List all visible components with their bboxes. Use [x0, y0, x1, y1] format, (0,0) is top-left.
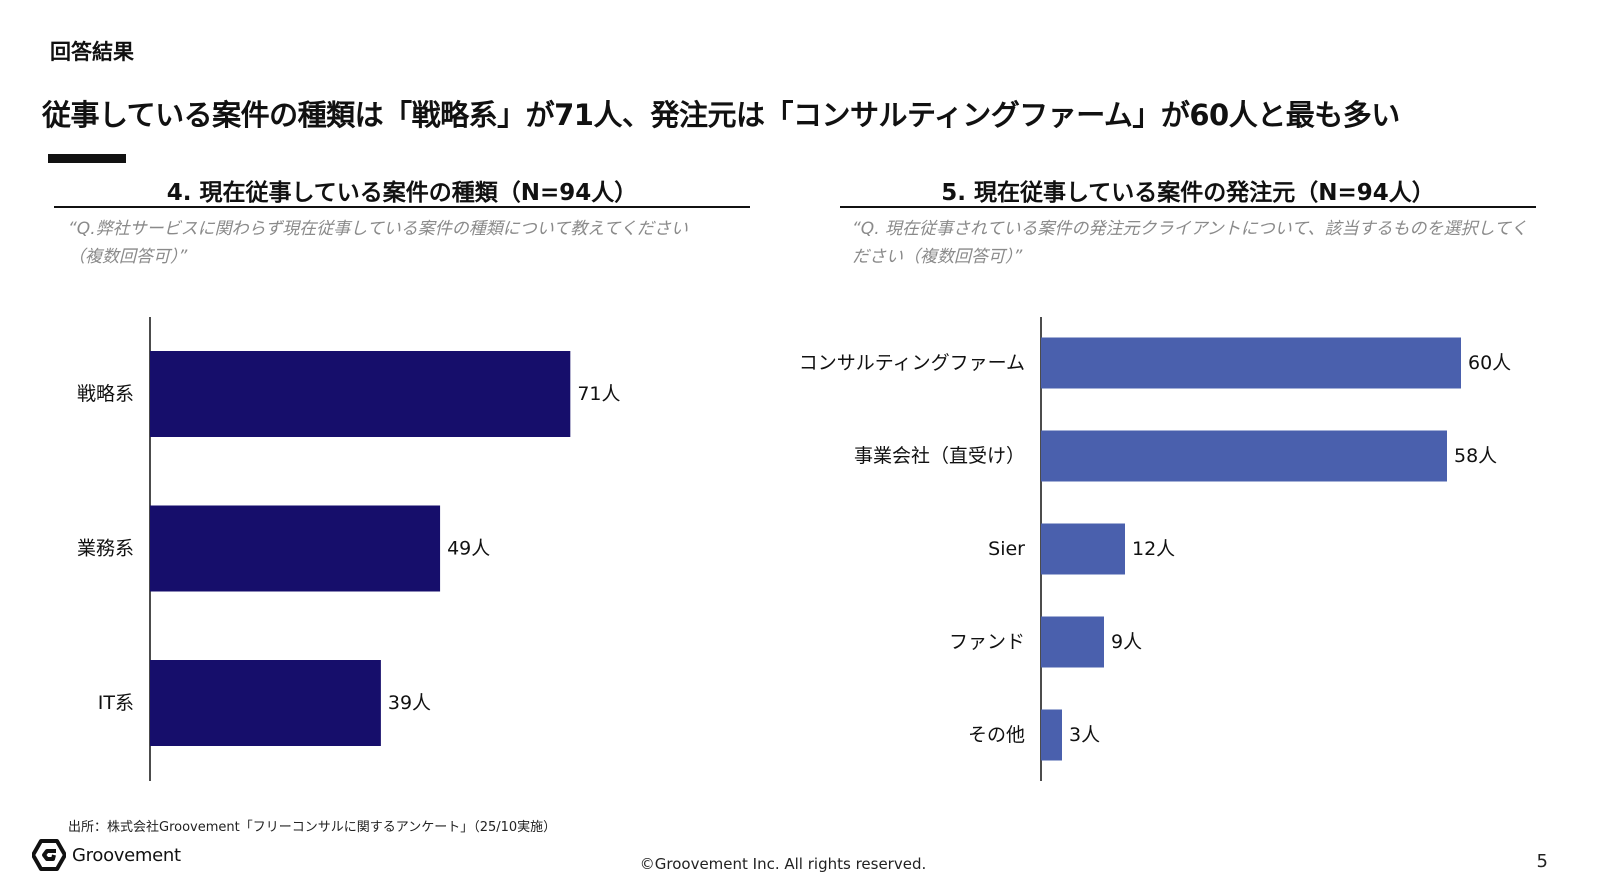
section-label: 回答結果 [50, 40, 134, 64]
chart2-value-label: 3人 [1069, 724, 1100, 746]
chart1-category-label: 業務系 [77, 538, 134, 560]
chart2-bar [1041, 337, 1461, 389]
page-number: 5 [1536, 851, 1548, 872]
groovement-logo-icon [32, 839, 66, 871]
chart2-category-label: 事業会社（直受け） [854, 445, 1025, 467]
chart2-title: 5. 現在従事している案件の発注元（N=94人） [941, 180, 1435, 206]
chart1-title-rule [54, 206, 750, 208]
source-note: 出所：株式会社Groovement「フリーコンサルに関するアンケート」（25/1… [68, 820, 557, 835]
chart2-bar [1041, 616, 1104, 668]
chart2-title-rule [840, 206, 1536, 208]
chart2-category-label: ファンド [949, 631, 1025, 653]
chart1-value-label: 39人 [388, 692, 431, 714]
chart1-value-label: 49人 [447, 538, 490, 560]
chart2-bar [1041, 709, 1062, 761]
accent-bar [48, 154, 126, 163]
chart2-category-label: コンサルティングファーム [799, 352, 1025, 374]
company-logo: Groovement [32, 838, 181, 872]
chart2-value-label: 12人 [1132, 538, 1175, 560]
copyright: ©Groovement Inc. All rights reserved. [639, 855, 927, 873]
chart1-category-label: 戦略系 [77, 383, 134, 405]
chart2-value-label: 58人 [1454, 445, 1497, 467]
chart2-bar [1041, 430, 1447, 482]
chart1-bar [150, 505, 441, 592]
chart1-question: “Q.弊社サービスに関わらず現在従事している案件の種類について教えてください（複… [68, 219, 688, 267]
chart2-question: “Q. 現在従事されている案件の発注元クライアントについて、該当するものを選択し… [852, 219, 1528, 267]
logo-text: Groovement [72, 844, 181, 866]
headline: 従事している案件の種類は「戦略系」が71人、発注元は「コンサルティングファーム」… [42, 98, 1400, 132]
chart2-value-label: 9人 [1111, 631, 1142, 653]
chart2-value-label: 60人 [1468, 352, 1511, 374]
chart2-category-label: Sier [988, 538, 1025, 560]
chart1-bar [150, 660, 381, 746]
chart2-category-label: その他 [968, 724, 1025, 746]
chart2-bar [1041, 523, 1125, 575]
chart1-category-label: IT系 [98, 692, 134, 714]
chart1-bar [150, 351, 571, 437]
chart1-value-label: 71人 [577, 383, 620, 405]
chart1-title: 4. 現在従事している案件の種類（N=94人） [166, 180, 638, 206]
